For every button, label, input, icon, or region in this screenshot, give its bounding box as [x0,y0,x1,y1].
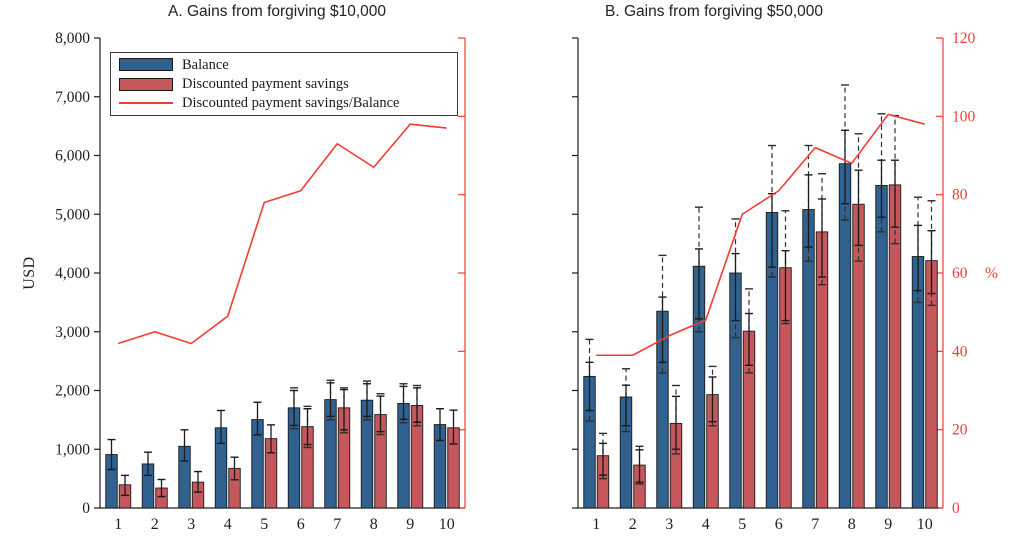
balance-swatch-icon [119,58,173,72]
y-tick-label: 2,000 [55,383,90,400]
y-tick-label: 1,000 [55,441,90,458]
x-tick-label: 6 [297,516,305,533]
right-tick-label: 60 [952,265,968,282]
y-tick-label: 4,000 [55,265,90,282]
panel-a-title: A. Gains from forgiving $10,000 [168,3,386,20]
ratio-line [118,123,447,345]
legend-item-savings: Discounted payment savings [119,75,457,94]
x-tick-label: 1 [592,516,600,533]
legend-label: Discounted payment savings/Balance [182,95,400,111]
right-axis-unit: % [985,265,998,282]
x-tick-label: 6 [775,516,783,533]
legend-item-balance: Balance [119,55,457,74]
right-tick-label: 20 [952,422,968,439]
right-tick-label: 120 [952,30,976,47]
legend-label: Discounted payment savings [182,75,349,92]
bar-balance-10 [911,256,925,509]
panel-a: 0 1,000 2,000 3,000 4,000 5,000 6,000 7,000 8,00… [55,30,466,533]
x-tick-label: 8 [848,516,856,533]
y-axis-label: USD [21,256,38,290]
panel-b-title: B. Gains from forgiving $50,000 [605,3,823,20]
y-tick-label: 6,000 [55,148,90,165]
savings-swatch-icon [119,77,173,91]
y-tick-label: 7,000 [55,89,90,106]
y-tick-label: 0 [82,500,90,517]
x-tick-label: 5 [260,516,268,533]
x-tick-label: 4 [702,516,710,533]
right-tick-label: 40 [952,343,968,360]
x-tick-label: 3 [187,516,195,533]
x-tick-label: 7 [811,516,819,533]
ratio-line-swatch-icon [119,102,173,105]
x-tick-label: 10 [439,516,455,533]
right-tick-label: 0 [952,500,960,517]
x-tick-label: 10 [917,516,933,533]
legend: Balance Discounted payment savings Disco… [110,52,458,116]
x-tick-label: 1 [114,516,122,533]
x-tick-label: 3 [665,516,673,533]
x-tick-label: 4 [224,516,232,533]
y-tick-label: 5,000 [55,206,90,223]
x-tick-label: 9 [884,516,892,533]
y-tick-label: 8,000 [55,30,90,47]
bar-savings-10 [925,260,938,509]
legend-item-ratio: Discounted payment savings/Balance [119,94,457,113]
bar-balance-7 [802,209,815,509]
x-tick-label: 8 [370,516,378,533]
legend-label: Balance [182,56,229,73]
ratio-line [596,113,925,357]
x-tick-label: 2 [151,516,159,533]
y-tick-label: 3,000 [55,324,90,341]
panel-b: 0 20 40 60 % 80 100 120 1 2 3 4 5 6 7 8 9 10 [572,30,998,533]
x-tick-label: 2 [629,516,637,533]
x-tick-label: 5 [738,516,746,533]
x-tick-label: 7 [333,516,341,533]
x-tick-label: 9 [406,516,414,533]
bar-balance-9 [875,185,888,509]
right-tick-label: 100 [952,108,976,125]
right-tick-label: 80 [952,187,968,204]
